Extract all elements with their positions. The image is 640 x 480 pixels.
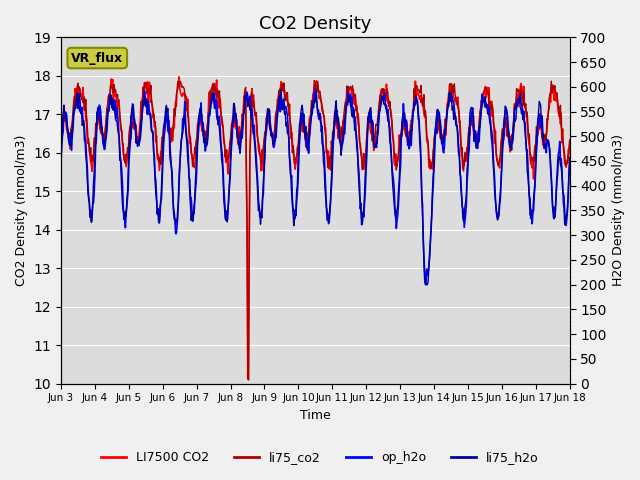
LI7500 CO2	[170, 125, 178, 131]
li75_co2	[378, 89, 386, 95]
LI7500 CO2	[67, 146, 74, 152]
li75_co2	[57, 135, 65, 141]
op_h2o	[566, 161, 573, 167]
li75_h2o	[277, 86, 285, 92]
op_h2o	[392, 226, 400, 231]
LI7500 CO2	[244, 377, 252, 383]
li75_h2o	[378, 96, 385, 102]
li75_co2	[393, 158, 401, 164]
LI7500 CO2	[119, 140, 127, 145]
Line: li75_co2: li75_co2	[61, 81, 570, 380]
X-axis label: Time: Time	[300, 409, 331, 422]
op_h2o	[67, 131, 74, 137]
op_h2o	[197, 100, 205, 106]
LI7500 CO2	[57, 136, 65, 142]
Y-axis label: H2O Density (mmol/m3): H2O Density (mmol/m3)	[612, 134, 625, 287]
op_h2o	[119, 184, 127, 190]
op_h2o	[422, 282, 430, 288]
Line: op_h2o: op_h2o	[61, 89, 570, 285]
li75_co2	[67, 141, 74, 147]
Title: CO2 Density: CO2 Density	[259, 15, 372, 33]
li75_h2o	[119, 204, 127, 210]
Legend: LI7500 CO2, li75_co2, op_h2o, li75_h2o: LI7500 CO2, li75_co2, op_h2o, li75_h2o	[96, 446, 544, 469]
li75_co2	[566, 137, 573, 143]
op_h2o	[312, 86, 319, 92]
LI7500 CO2	[378, 90, 386, 96]
li75_co2	[170, 106, 178, 112]
Y-axis label: CO2 Density (mmol/m3): CO2 Density (mmol/m3)	[15, 135, 28, 286]
Line: LI7500 CO2: LI7500 CO2	[61, 77, 570, 380]
op_h2o	[57, 160, 65, 166]
LI7500 CO2	[175, 74, 183, 80]
li75_co2	[119, 142, 127, 147]
li75_co2	[244, 377, 252, 383]
li75_co2	[310, 78, 318, 84]
li75_h2o	[197, 115, 205, 121]
li75_h2o	[566, 155, 573, 161]
li75_h2o	[57, 158, 65, 164]
li75_h2o	[67, 141, 74, 147]
li75_h2o	[422, 282, 429, 288]
Text: VR_flux: VR_flux	[71, 51, 124, 65]
op_h2o	[378, 97, 385, 103]
LI7500 CO2	[393, 164, 401, 169]
li75_h2o	[170, 209, 178, 215]
op_h2o	[170, 216, 178, 222]
li75_h2o	[392, 209, 400, 215]
LI7500 CO2	[566, 143, 573, 148]
li75_co2	[197, 119, 205, 124]
Line: li75_h2o: li75_h2o	[61, 89, 570, 285]
LI7500 CO2	[198, 128, 205, 134]
